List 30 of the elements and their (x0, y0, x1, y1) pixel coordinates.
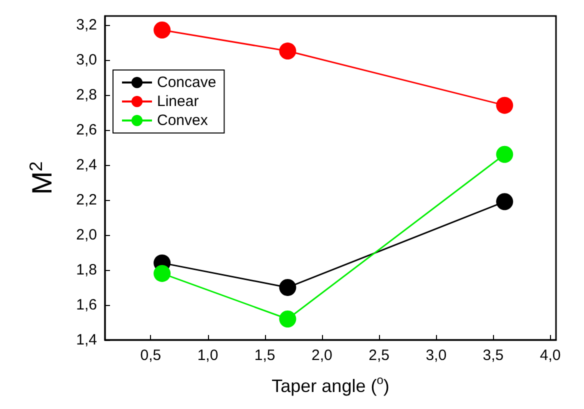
legend-label: Linear (157, 93, 199, 110)
y-tick-label: 1,8 (76, 261, 97, 278)
point (279, 310, 296, 328)
y-tick-label: 1,6 (76, 296, 97, 314)
x-tick-label: 3,0 (426, 347, 447, 364)
x-tick-label: 2,5 (368, 347, 390, 364)
y-tick-label: 1,4 (76, 332, 97, 348)
point (496, 146, 514, 163)
point (154, 264, 171, 282)
y-tick-label: 2,0 (76, 226, 97, 244)
point (154, 22, 171, 39)
legend-label: Concave (157, 74, 216, 91)
y-tick-label: 2,8 (76, 86, 97, 104)
x-tick-label: 1,0 (197, 347, 218, 364)
point (496, 96, 514, 114)
y-tick-label: 2,4 (76, 156, 97, 174)
y-axis-title: M2 (26, 161, 58, 195)
x-tick-label: 1,5 (254, 347, 276, 364)
y-tick-label: 3,0 (76, 51, 97, 68)
point (496, 193, 514, 210)
x-tick-label: 2,0 (312, 347, 332, 364)
y-tick-label: 2,6 (76, 121, 97, 138)
y-tick-label: 3,2 (76, 16, 97, 34)
point (279, 42, 296, 60)
x-tick-label: 0,5 (140, 347, 162, 364)
legend-label: Convex (157, 112, 208, 129)
x-tick-label: 3,5 (482, 347, 504, 364)
y-tick-label: 2,2 (76, 191, 97, 208)
x-tick-label: 4,0 (540, 347, 561, 364)
point (279, 278, 296, 296)
